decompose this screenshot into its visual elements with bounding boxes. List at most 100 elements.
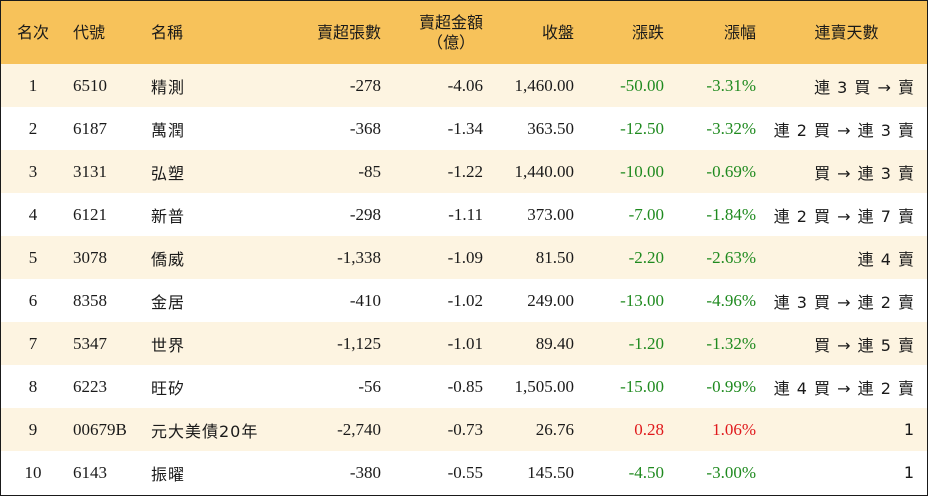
cell-change: -50.00 (620, 75, 664, 95)
cell-sell-amount: -0.85 (447, 376, 483, 396)
cell-change: -2.20 (628, 247, 664, 267)
col-header-change: 漲跌 (631, 22, 664, 42)
cell-code: 00679B (73, 419, 127, 439)
cell-change-pct: -1.32% (706, 333, 756, 353)
cell-sell-volume: -1,125 (337, 333, 381, 353)
cell-rank: 8 (28, 376, 38, 396)
cell-close: 1,460.00 (514, 75, 575, 95)
cell-code: 3078 (73, 247, 107, 267)
cell-change-pct: -3.32% (706, 118, 756, 138)
cell-sell-volume: -278 (349, 75, 381, 95)
cell-rank: 9 (28, 419, 38, 439)
col-header-sell-amount: 賣超金額 （億） (391, 1, 493, 64)
cell-sell-amount: -4.06 (447, 75, 483, 95)
cell-change-pct: -3.00% (706, 462, 756, 482)
col-header-name: 名稱 (151, 22, 184, 42)
cell-change-pct: -3.31% (706, 75, 756, 95)
cell-close: 363.50 (527, 118, 574, 138)
cell-streak: 1 (903, 463, 915, 482)
cell-name: 旺矽 (151, 378, 186, 398)
cell-rank: 5 (28, 247, 38, 267)
cell-name: 金居 (151, 292, 186, 312)
cell-change-pct: -2.63% (706, 247, 756, 267)
table-row: 3 3131 弘塑 -85 -1.22 1,440.00 -10.00 -0.69% 買 → 連… (1, 150, 927, 193)
cell-change-pct: -4.96% (706, 290, 756, 310)
col-header-rank: 名次 (16, 22, 49, 42)
col-header-sell-amount-line2: （億） (426, 32, 475, 52)
cell-name: 新普 (151, 206, 186, 226)
cell-sell-volume: -56 (358, 376, 381, 396)
cell-name: 弘塑 (151, 163, 186, 183)
table-row: 6 8358 金居 -410 -1.02 249.00 -13.00 -4.96% 連 3 買 … (1, 279, 927, 322)
cell-name: 精測 (151, 77, 186, 97)
cell-streak: 連 3 買 → 賣 (814, 77, 915, 97)
col-header-change-pct: 漲幅 (723, 22, 756, 42)
col-header-streak: 連賣天數 (814, 22, 879, 42)
cell-sell-volume: -410 (349, 290, 381, 310)
cell-sell-volume: -298 (349, 204, 381, 224)
cell-code: 8358 (73, 290, 107, 310)
cell-name: 元大美債20年 (151, 421, 259, 441)
cell-sell-amount: -1.22 (447, 161, 483, 181)
cell-sell-volume: -380 (349, 462, 381, 482)
cell-change-pct: -1.84% (706, 204, 756, 224)
table-row: 10 6143 振曜 -380 -0.55 145.50 -4.50 -3.00% 1 (1, 451, 927, 494)
cell-name: 僑威 (151, 249, 186, 269)
table-body: 1 6510 精測 -278 -4.06 1,460.00 -50.00 -3.31% 連 3 … (1, 64, 927, 494)
cell-close: 89.40 (535, 333, 574, 353)
cell-change-pct: 1.06% (712, 419, 756, 439)
cell-change: 0.28 (634, 419, 664, 439)
cell-change-pct: -0.99% (706, 376, 756, 396)
col-header-close: 收盤 (541, 22, 574, 42)
cell-change: -4.50 (628, 462, 664, 482)
cell-sell-volume: -2,740 (337, 419, 381, 439)
cell-change: -10.00 (620, 161, 664, 181)
cell-rank: 4 (28, 204, 38, 224)
cell-name: 萬潤 (151, 120, 186, 140)
cell-close: 1,505.00 (514, 376, 575, 396)
cell-sell-amount: -0.55 (447, 462, 483, 482)
cell-change: -15.00 (620, 376, 664, 396)
col-header-sell-volume: 賣超張數 (316, 22, 381, 42)
table-row: 1 6510 精測 -278 -4.06 1,460.00 -50.00 -3.31% 連 3 … (1, 64, 927, 107)
cell-sell-amount: -1.09 (447, 247, 483, 267)
table-row: 2 6187 萬潤 -368 -1.34 363.50 -12.50 -3.32% 連 2 買 … (1, 107, 927, 150)
cell-change-pct: -0.69% (706, 161, 756, 181)
cell-sell-volume: -1,338 (337, 247, 381, 267)
cell-close: 26.76 (535, 419, 574, 439)
cell-streak: 連 2 買 → 連 7 賣 (773, 206, 915, 226)
table-row: 5 3078 僑威 -1,338 -1.09 81.50 -2.20 -2.63% 連 4 賣 (1, 236, 927, 279)
cell-name: 世界 (151, 335, 186, 355)
cell-sell-amount: -1.34 (447, 118, 483, 138)
cell-sell-amount: -1.02 (447, 290, 483, 310)
table-row: 4 6121 新普 -298 -1.11 373.00 -7.00 -1.84% 連 2 買 →… (1, 193, 927, 236)
cell-sell-volume: -85 (358, 161, 381, 181)
cell-streak: 連 4 買 → 連 2 賣 (773, 378, 915, 398)
col-header-code: 代號 (73, 22, 106, 42)
cell-code: 6223 (73, 376, 107, 396)
cell-close: 145.50 (527, 462, 574, 482)
cell-streak: 連 3 買 → 連 2 賣 (773, 292, 915, 312)
cell-sell-amount: -1.11 (448, 204, 483, 224)
cell-name: 振曜 (151, 464, 186, 484)
table-row: 9 00679B 元大美債20年 -2,740 -0.73 26.76 0.28 1.06% 1 (1, 408, 927, 451)
cell-sell-amount: -0.73 (447, 419, 483, 439)
table-row: 7 5347 世界 -1,125 -1.01 89.40 -1.20 -1.32% 買 → 連 … (1, 322, 927, 365)
cell-streak: 1 (903, 420, 915, 439)
cell-rank: 6 (28, 290, 38, 310)
cell-change: -7.00 (628, 204, 664, 224)
cell-code: 5347 (73, 333, 107, 353)
cell-rank: 1 (28, 75, 38, 95)
cell-close: 373.00 (527, 204, 574, 224)
table-header-row: 名次 代號 名稱 賣超張數 賣超金額 （億） 收盤 漲跌 漲幅 連賣天數 (1, 1, 927, 64)
cell-change: -13.00 (620, 290, 664, 310)
cell-close: 249.00 (527, 290, 574, 310)
cell-streak: 連 4 賣 (857, 249, 915, 269)
cell-rank: 7 (28, 333, 38, 353)
cell-sell-amount: -1.01 (447, 333, 483, 353)
cell-code: 3131 (73, 161, 107, 181)
cell-close: 81.50 (535, 247, 574, 267)
cell-code: 6510 (73, 75, 107, 95)
